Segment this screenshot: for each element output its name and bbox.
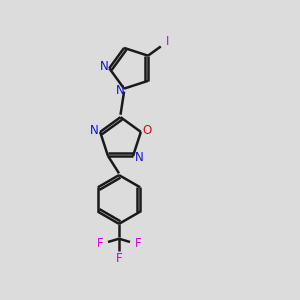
- Text: N: N: [90, 124, 99, 137]
- Text: F: F: [116, 252, 122, 266]
- Text: N: N: [100, 60, 108, 73]
- Text: F: F: [96, 237, 103, 250]
- Text: I: I: [166, 35, 169, 48]
- Text: N: N: [135, 151, 143, 164]
- Text: N: N: [116, 84, 125, 97]
- Text: F: F: [135, 237, 142, 250]
- Text: O: O: [142, 124, 152, 137]
